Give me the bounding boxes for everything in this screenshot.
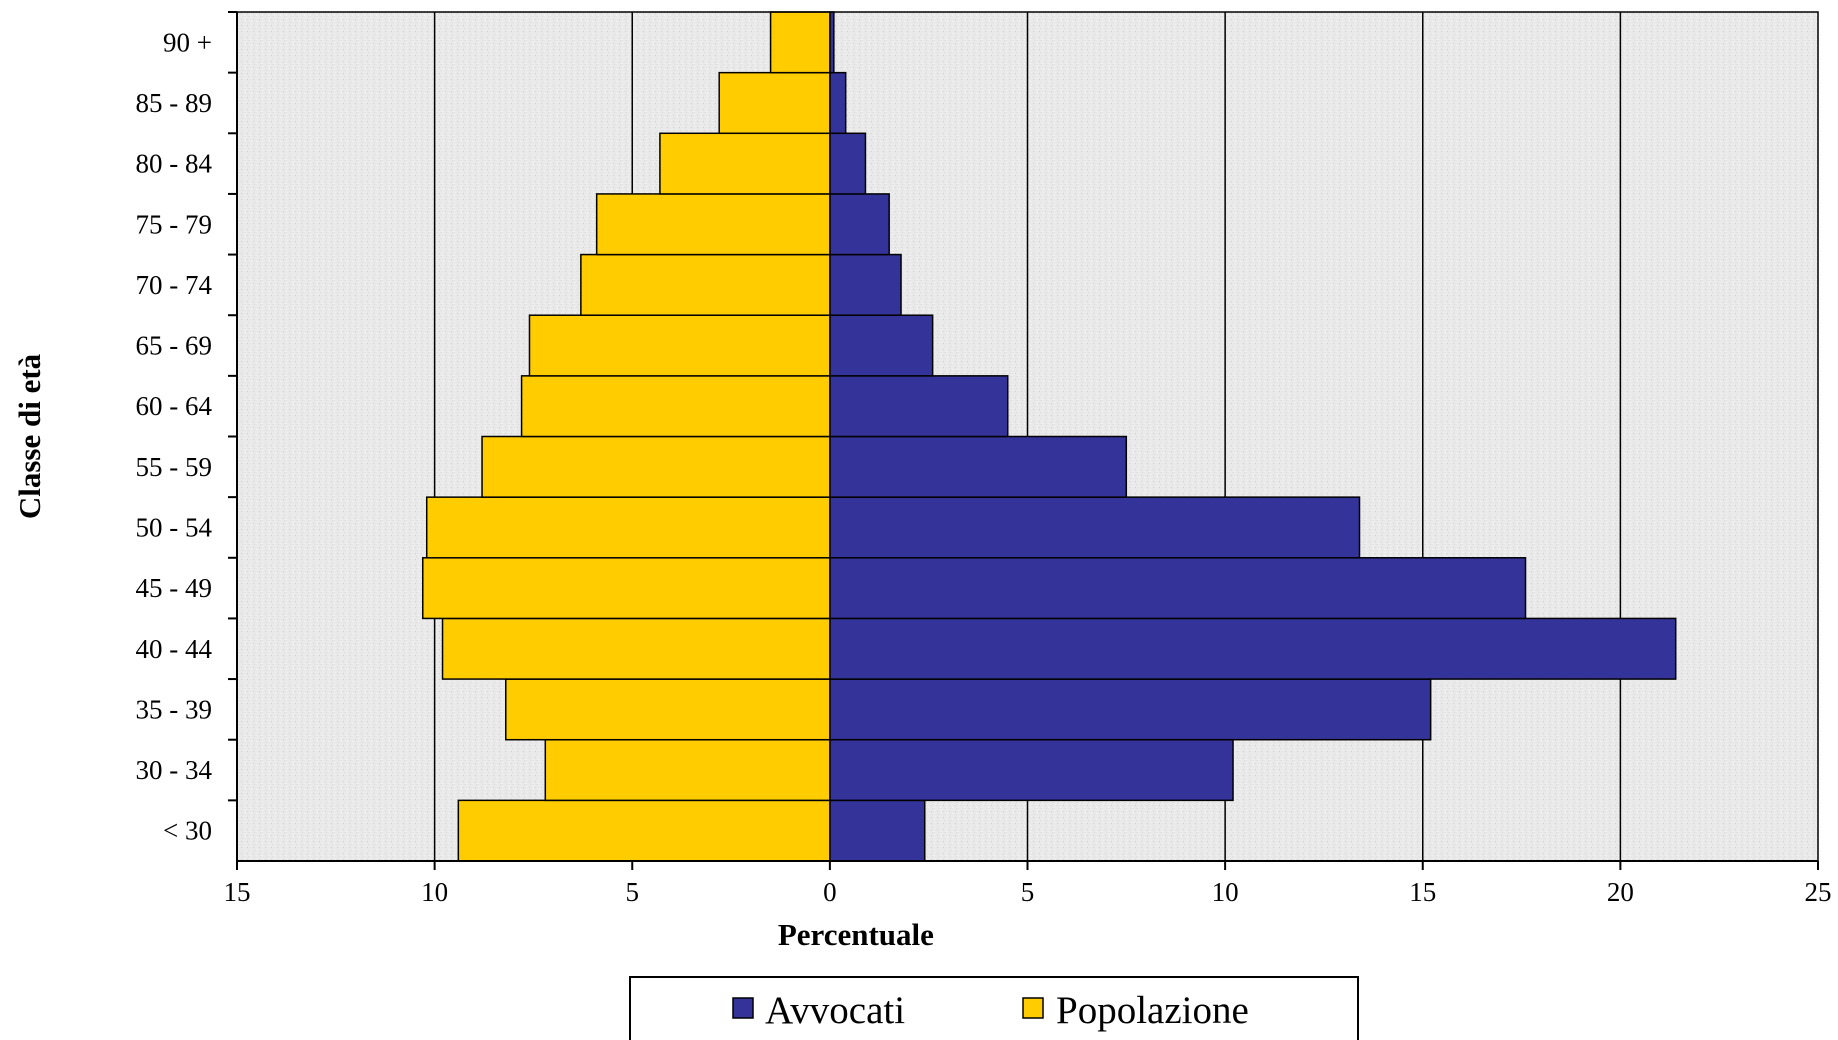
bar-avvocati — [829, 435, 1128, 498]
bar-avvocati — [829, 71, 847, 135]
x-tick-label: 20 — [1607, 877, 1634, 907]
x-tick-label: 10 — [1212, 877, 1239, 907]
bar-popolazione — [595, 193, 831, 256]
bar-avvocati — [829, 193, 890, 256]
x-tick-label: 15 — [1409, 877, 1436, 907]
y-tick-label: 30 - 34 — [136, 755, 213, 785]
x-tick-label: 5 — [1021, 877, 1035, 907]
bar-avvocati — [829, 132, 867, 195]
x-tick-label: 15 — [224, 877, 251, 907]
y-tick-label: 80 - 84 — [136, 149, 213, 179]
y-tick-label: 90 + — [163, 27, 212, 57]
bar-avvocati — [829, 738, 1234, 802]
bar-popolazione — [580, 253, 831, 316]
bar-avvocati — [829, 314, 934, 377]
y-tick-label: 50 - 54 — [136, 512, 213, 542]
y-tick-label: < 30 — [163, 816, 212, 846]
x-tick-label: 5 — [626, 877, 640, 907]
y-tick-label: 75 - 79 — [136, 209, 213, 239]
bar-popolazione — [481, 435, 831, 498]
y-tick-label: 70 - 74 — [136, 270, 213, 300]
legend-swatch-avvocati — [732, 997, 754, 1019]
bar-avvocati — [829, 496, 1361, 559]
legend-label-popolazione: Popolazione — [1056, 989, 1249, 1032]
bar-popolazione — [520, 375, 831, 438]
bar-popolazione — [505, 678, 831, 741]
bar-avvocati — [829, 617, 1677, 680]
y-tick-label: 55 - 59 — [136, 452, 213, 482]
bar-popolazione — [528, 314, 831, 377]
bar-popolazione — [457, 799, 831, 862]
y-tick-label: 85 - 89 — [136, 88, 213, 118]
x-axis-title: Percentuale — [778, 917, 934, 952]
bar-popolazione — [769, 11, 831, 74]
y-tick-label: 60 - 64 — [136, 391, 213, 421]
bar-popolazione — [544, 738, 831, 802]
legend-label-avvocati: Avvocati — [765, 989, 905, 1032]
y-tick-label: 40 - 44 — [136, 634, 213, 664]
legend-swatch-popolazione — [1022, 997, 1044, 1019]
bar-avvocati — [829, 253, 902, 316]
x-tick-label: 10 — [421, 877, 448, 907]
bar-popolazione — [659, 132, 831, 195]
x-tick-label: 0 — [823, 877, 837, 907]
bar-popolazione — [441, 617, 831, 680]
bar-popolazione — [422, 557, 831, 620]
y-axis-title: Classe di età — [12, 353, 47, 519]
bar-avvocati — [829, 678, 1432, 741]
x-tick-label: 25 — [1805, 877, 1832, 907]
bar-popolazione — [718, 71, 831, 135]
legend: Avvocati Popolazione — [629, 976, 1359, 1040]
bar-popolazione — [425, 496, 831, 559]
bar-avvocati — [829, 557, 1527, 620]
y-tick-label: 35 - 39 — [136, 694, 213, 724]
bar-avvocati — [829, 375, 1009, 438]
y-tick-label: 65 - 69 — [136, 331, 213, 361]
bar-avvocati — [829, 799, 926, 862]
y-tick-label: 45 - 49 — [136, 573, 213, 603]
